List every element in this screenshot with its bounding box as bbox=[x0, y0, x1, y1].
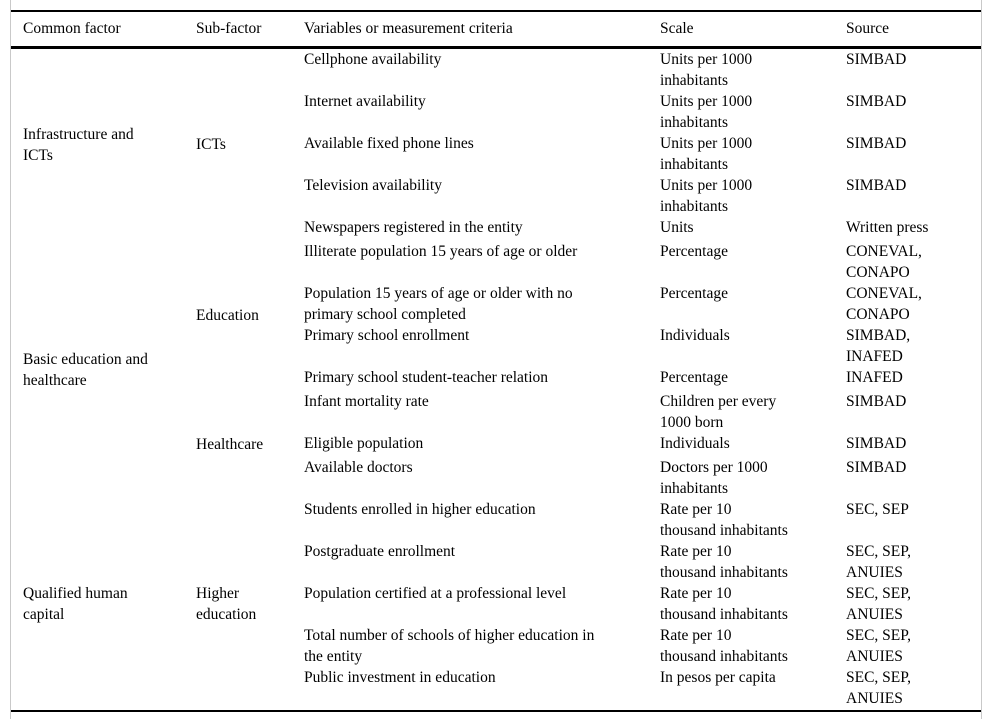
source-cell: SIMBAD bbox=[846, 134, 907, 152]
sub-factor-cell: ICTs bbox=[196, 136, 226, 153]
variable-cell: Illiterate population 15 years of age or… bbox=[304, 242, 578, 260]
header-sub-factor: Sub-factor bbox=[196, 10, 304, 49]
table-row: Total number of schools of higher educat… bbox=[11, 625, 981, 667]
header-source: Source bbox=[846, 10, 981, 49]
table-row: Basic education and healthcare Education… bbox=[11, 241, 981, 389]
scale-cell: Rate per 10 thousand inhabitants bbox=[660, 542, 788, 581]
table-row: Internet availability Units per 1000 inh… bbox=[11, 91, 981, 133]
scale-cell: Units bbox=[660, 218, 694, 236]
scale-cell: Rate per 10 thousand inhabitants bbox=[660, 584, 788, 623]
table-row: Postgraduate enrollment Rate per 10 thou… bbox=[11, 541, 981, 583]
source-cell: SIMBAD bbox=[846, 458, 907, 476]
table-row: Primary school student-teacher relation … bbox=[11, 367, 981, 391]
source-cell: SEC, SEP, ANUIES bbox=[846, 626, 912, 665]
table-row: Available fixed phone lines Units per 10… bbox=[11, 133, 981, 175]
table-row: Healthcare Infant mortality rate Childre… bbox=[11, 391, 981, 454]
header-scale: Scale bbox=[660, 10, 846, 49]
table-row: Primary school enrollment Individuals SI… bbox=[11, 325, 981, 367]
table-row: Infrastructure and ICTs ICTs Cellphone a… bbox=[11, 47, 981, 164]
scale-cell: Units per 1000 inhabitants bbox=[660, 176, 753, 215]
source-cell: SEC, SEP, ANUIES bbox=[846, 542, 912, 581]
scale-cell: Percentage bbox=[660, 368, 728, 386]
variable-cell: Available fixed phone lines bbox=[304, 134, 474, 152]
scale-cell: Individuals bbox=[660, 434, 730, 452]
variable-cell: Postgraduate enrollment bbox=[304, 542, 456, 560]
table-row: Television availability Units per 1000 i… bbox=[11, 175, 981, 217]
table-row: Population certified at a professional l… bbox=[11, 583, 981, 625]
table-row: Newspapers registered in the entity Unit… bbox=[11, 217, 981, 241]
scale-cell: In pesos per capita bbox=[660, 668, 776, 686]
source-cell: SIMBAD bbox=[846, 392, 907, 410]
source-cell: SIMBAD bbox=[846, 434, 907, 452]
source-cell: INAFED bbox=[846, 368, 903, 386]
variable-cell: Internet availability bbox=[304, 92, 426, 110]
variable-cell: Available doctors bbox=[304, 458, 413, 476]
sub-factor-cell: Education bbox=[196, 307, 259, 324]
variable-cell: Newspapers registered in the entity bbox=[304, 218, 523, 236]
variable-cell: Primary school enrollment bbox=[304, 326, 470, 344]
common-factor-cell: Infrastructure and ICTs bbox=[23, 125, 134, 164]
scale-cell: Percentage bbox=[660, 242, 728, 260]
source-cell: SIMBAD bbox=[846, 92, 907, 110]
common-factor-cell: Basic education and healthcare bbox=[23, 350, 148, 389]
source-cell: SIMBAD bbox=[846, 176, 907, 194]
scale-cell: Percentage bbox=[660, 284, 728, 302]
scale-cell: Units per 1000 inhabitants bbox=[660, 134, 753, 173]
sub-factor-cell: Higher education bbox=[196, 585, 257, 623]
variable-cell: Population certified at a professional l… bbox=[304, 584, 567, 602]
table-row: Available doctors Doctors per 1000 inhab… bbox=[11, 457, 981, 499]
variable-cell: Cellphone availability bbox=[304, 50, 442, 68]
variable-cell: Population 15 years of age or older with… bbox=[304, 284, 573, 323]
source-cell: SIMBAD bbox=[846, 50, 907, 68]
common-factor-cell: Qualified human capital bbox=[23, 585, 128, 623]
variable-cell: Public investment in education bbox=[304, 668, 496, 686]
source-cell: CONEVAL, CONAPO bbox=[846, 284, 922, 323]
source-cell: SEC, SEP bbox=[846, 500, 909, 518]
variable-cell: Eligible population bbox=[304, 434, 424, 452]
table-header-row: Common factor Sub-factor Variables or me… bbox=[11, 10, 981, 49]
source-cell: Written press bbox=[846, 218, 929, 236]
header-common-factor: Common factor bbox=[11, 10, 196, 49]
table-row: Qualified human capital Higher education… bbox=[11, 499, 981, 624]
scale-cell: Rate per 10 thousand inhabitants bbox=[660, 500, 788, 539]
source-cell: CONEVAL, CONAPO bbox=[846, 242, 922, 281]
factors-table: Common factor Sub-factor Variables or me… bbox=[11, 10, 981, 712]
header-variables: Variables or measurement criteria bbox=[304, 10, 660, 49]
scale-cell: Rate per 10 thousand inhabitants bbox=[660, 626, 788, 665]
scale-cell: Children per every 1000 born bbox=[660, 392, 777, 431]
variable-cell: Television availability bbox=[304, 176, 442, 194]
source-cell: SEC, SEP, ANUIES bbox=[846, 668, 912, 707]
variable-cell: Total number of schools of higher educat… bbox=[304, 626, 595, 665]
sub-factor-cell: Healthcare bbox=[196, 436, 264, 453]
table-row: Public investment in education In pesos … bbox=[11, 667, 981, 711]
scale-cell: Units per 1000 inhabitants bbox=[660, 50, 753, 89]
variable-cell: Infant mortality rate bbox=[304, 392, 429, 410]
variable-cell: Students enrolled in higher education bbox=[304, 500, 536, 518]
scale-cell: Individuals bbox=[660, 326, 730, 344]
source-cell: SEC, SEP, ANUIES bbox=[846, 584, 912, 623]
page: Common factor Sub-factor Variables or me… bbox=[10, 0, 982, 719]
scale-cell: Units per 1000 inhabitants bbox=[660, 92, 753, 131]
variable-cell: Primary school student-teacher relation bbox=[304, 368, 549, 386]
table-row: Eligible population Individuals SIMBAD bbox=[11, 433, 981, 457]
source-cell: SIMBAD, INAFED bbox=[846, 326, 911, 365]
table-row: Population 15 years of age or older with… bbox=[11, 283, 981, 325]
scale-cell: Doctors per 1000 inhabitants bbox=[660, 458, 768, 497]
